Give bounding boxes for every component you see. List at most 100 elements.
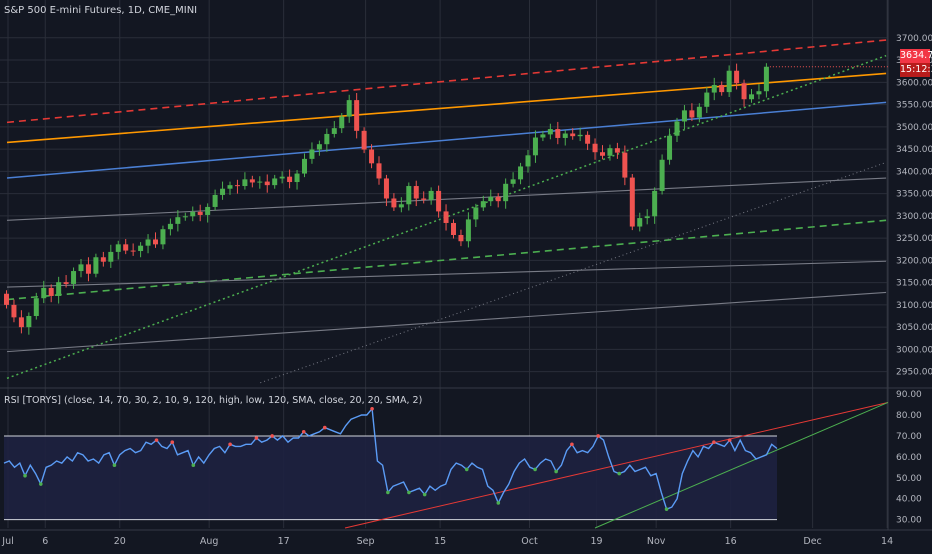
rsi-y-tick-label: 50.00 bbox=[896, 474, 922, 484]
rsi-y-tick-label: 30.00 bbox=[896, 516, 922, 526]
countdown-tag: 15:12:32 bbox=[900, 63, 932, 77]
candle bbox=[354, 93, 360, 139]
candle bbox=[339, 113, 345, 134]
y-tick-label: 3300.00 bbox=[896, 212, 932, 222]
rsi-pivot-low bbox=[533, 467, 537, 472]
rsi-y-tick-label: 70.00 bbox=[896, 432, 922, 442]
candle-body bbox=[480, 201, 486, 208]
rsi-y-tick-label: 60.00 bbox=[896, 453, 922, 463]
rsi-pivot-low bbox=[496, 501, 501, 505]
candle bbox=[644, 209, 650, 225]
trendline-gray-3 bbox=[6, 291, 887, 353]
candle bbox=[175, 210, 181, 232]
candle-body bbox=[503, 183, 509, 202]
rsi-y-tick-label: 90.00 bbox=[896, 390, 922, 400]
rsi-pivot-low bbox=[407, 490, 411, 495]
candle bbox=[93, 253, 99, 278]
candle-body bbox=[324, 133, 330, 145]
candle bbox=[689, 103, 695, 122]
candle bbox=[719, 81, 725, 96]
candle bbox=[749, 88, 754, 103]
candle-body bbox=[361, 130, 367, 150]
candle bbox=[614, 142, 620, 159]
candle bbox=[197, 204, 203, 222]
candle-body bbox=[316, 144, 322, 150]
last-price-tag: 3634.75 bbox=[900, 49, 932, 63]
candle-body bbox=[26, 316, 32, 328]
candle-body bbox=[600, 152, 605, 156]
x-tick-label: Aug bbox=[200, 536, 219, 547]
rsi-y-tick-label: 40.00 bbox=[896, 495, 922, 505]
candle bbox=[234, 179, 240, 194]
candle bbox=[205, 203, 211, 223]
candle bbox=[696, 103, 702, 123]
candle bbox=[56, 276, 62, 304]
trendline-gray-dotted bbox=[260, 161, 887, 384]
candle-body bbox=[287, 176, 293, 183]
candle-body bbox=[555, 129, 561, 138]
candle bbox=[659, 154, 665, 195]
candle-body bbox=[473, 207, 479, 220]
candle-body bbox=[197, 211, 203, 215]
candle bbox=[264, 174, 270, 193]
candle-body bbox=[398, 204, 404, 208]
candle-body bbox=[652, 190, 658, 217]
candle-body bbox=[11, 304, 17, 318]
candle bbox=[48, 284, 54, 303]
candle bbox=[309, 142, 315, 164]
candle-body bbox=[689, 110, 695, 118]
rsi-pivot-high bbox=[712, 440, 716, 445]
candle-body bbox=[302, 158, 307, 174]
candle-body bbox=[220, 188, 226, 195]
candle-body bbox=[85, 264, 91, 274]
candle-body bbox=[510, 179, 516, 184]
candle-body bbox=[33, 298, 39, 317]
candle-body bbox=[451, 222, 456, 235]
rsi-pivot-low bbox=[664, 507, 669, 511]
candle bbox=[26, 312, 32, 335]
candle bbox=[63, 275, 69, 288]
candle bbox=[257, 176, 263, 189]
rsi-band-fill bbox=[4, 435, 777, 520]
candle-body bbox=[570, 133, 576, 137]
candle-body bbox=[100, 257, 106, 262]
candle bbox=[4, 290, 9, 309]
candle bbox=[428, 187, 434, 205]
candle bbox=[406, 182, 412, 211]
y-tick-label: 3500.00 bbox=[896, 123, 932, 133]
candle bbox=[138, 242, 144, 258]
candle bbox=[11, 299, 17, 323]
y-tick-label: 3350.00 bbox=[896, 190, 932, 200]
candle bbox=[331, 121, 337, 138]
candle-body bbox=[696, 106, 702, 118]
candle bbox=[153, 232, 158, 248]
candle bbox=[227, 181, 233, 195]
candle-body bbox=[644, 216, 650, 219]
candle bbox=[272, 174, 278, 189]
candle-body bbox=[272, 178, 278, 186]
y-tick-label: 3000.00 bbox=[896, 345, 932, 355]
candle-body bbox=[138, 245, 144, 252]
candle-body bbox=[71, 271, 77, 284]
candle-body bbox=[607, 148, 613, 156]
rsi-pivot-high bbox=[322, 425, 327, 430]
candle-body bbox=[622, 152, 628, 178]
candle-body bbox=[257, 181, 263, 183]
candle-body bbox=[547, 129, 553, 135]
candle bbox=[443, 204, 449, 231]
candle-body bbox=[465, 219, 471, 242]
candle-body bbox=[741, 83, 747, 100]
candle bbox=[734, 63, 740, 90]
candle-body bbox=[406, 186, 412, 205]
candle-body bbox=[18, 317, 24, 328]
candle-body bbox=[532, 137, 538, 156]
candle bbox=[726, 65, 732, 98]
candle bbox=[220, 181, 226, 200]
candle-body bbox=[577, 134, 583, 137]
x-tick-label: Jul bbox=[1, 536, 13, 547]
candle-body bbox=[153, 239, 158, 245]
candle bbox=[212, 189, 218, 211]
candle-body bbox=[175, 217, 181, 224]
